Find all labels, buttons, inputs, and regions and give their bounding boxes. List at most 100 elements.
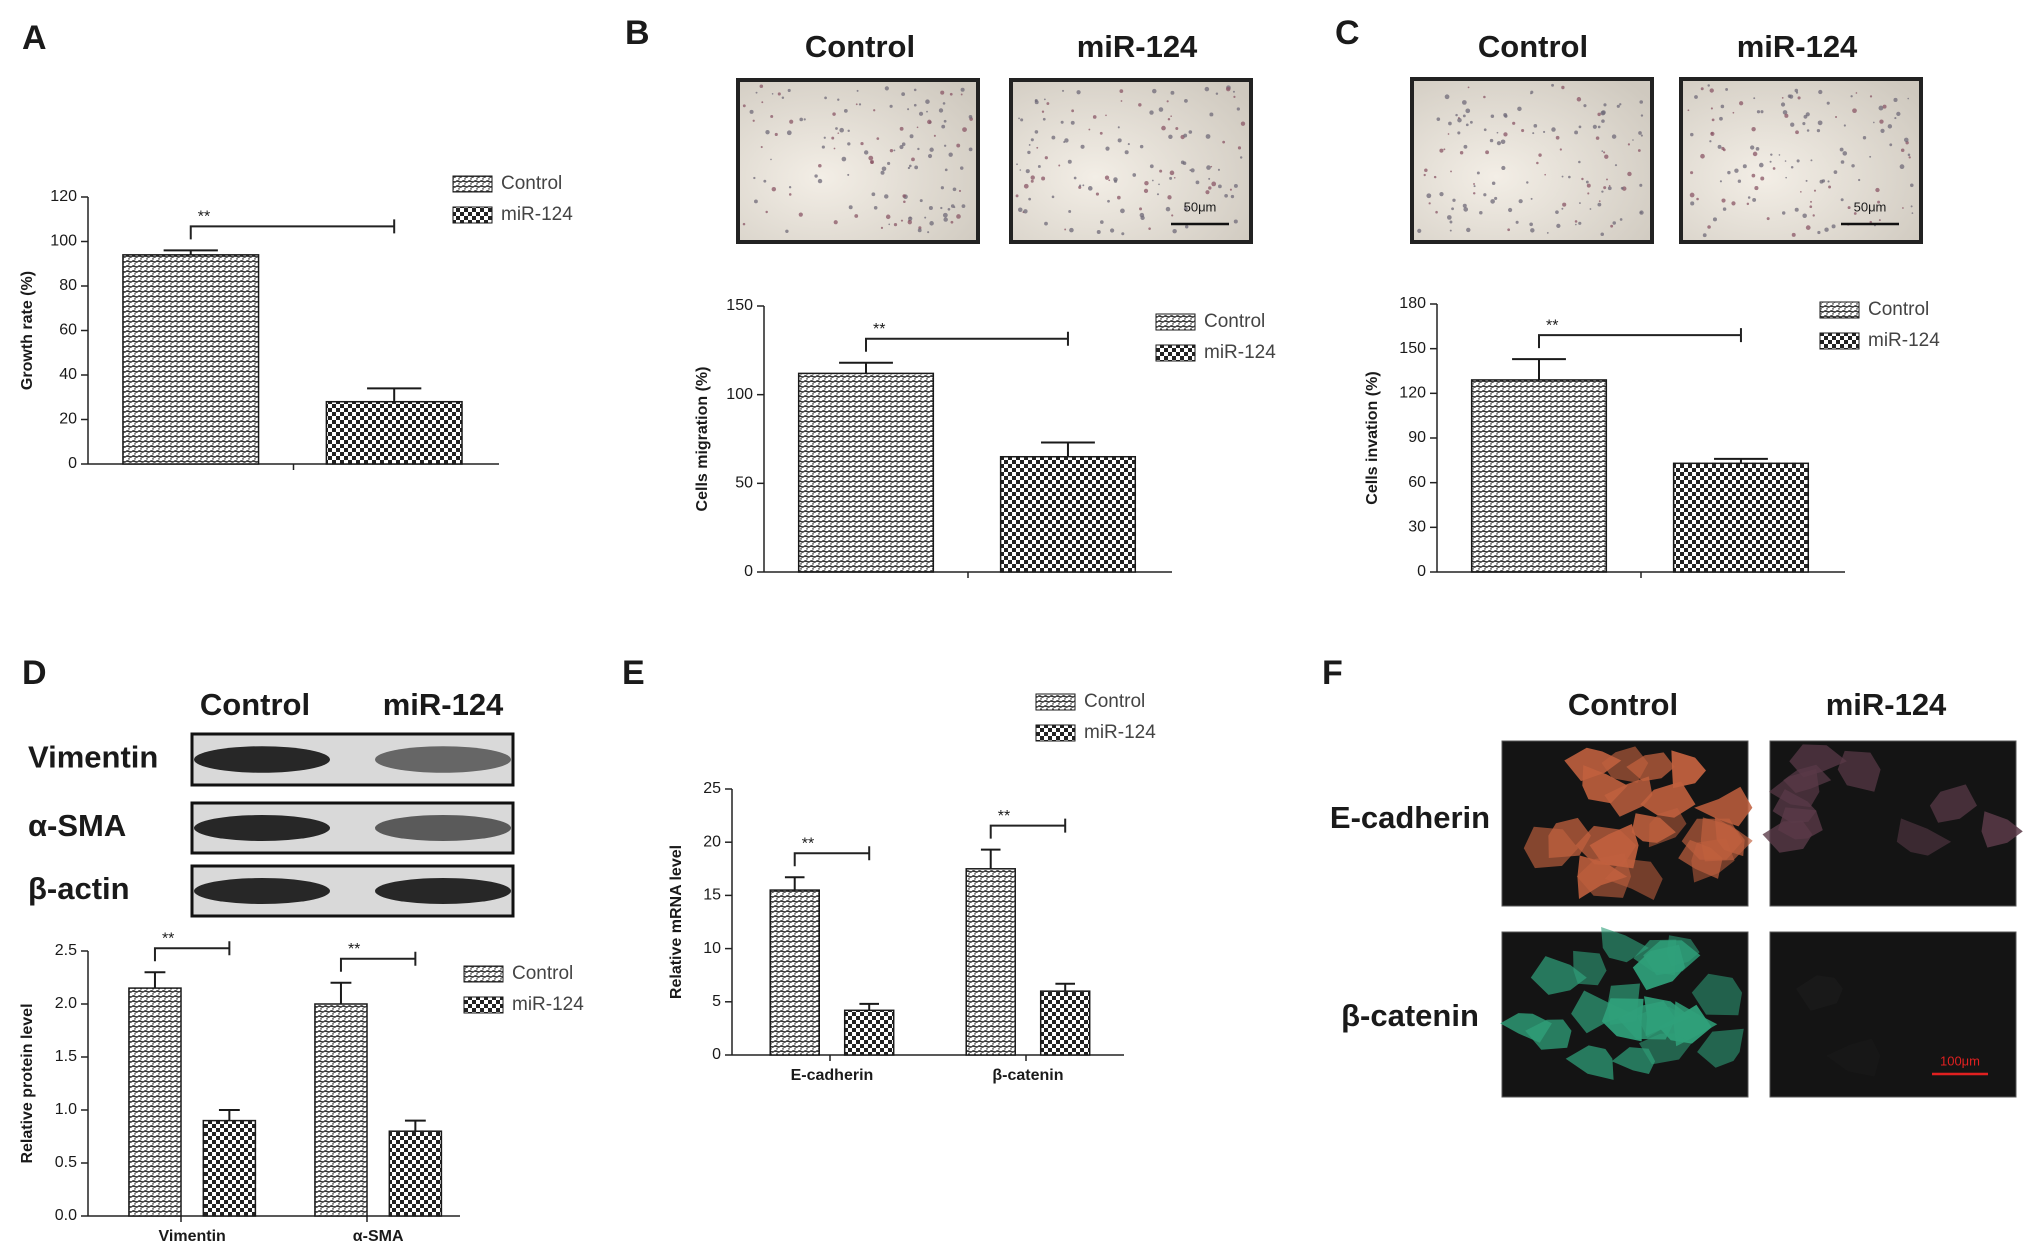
cell-dot (1809, 205, 1813, 209)
cell-dot (1544, 173, 1546, 176)
cell-dot (1417, 228, 1422, 233)
y-axis-label: Growth rate (%) (19, 271, 36, 390)
cell-dot (1734, 168, 1739, 173)
bar (999, 455, 1137, 573)
bar (122, 254, 260, 465)
cell-dot (924, 216, 927, 219)
cell-dot (1036, 146, 1039, 149)
cell-dot (1165, 206, 1171, 212)
cell-dot (938, 108, 944, 113)
legend-swatch (463, 996, 504, 1014)
bar (314, 1003, 368, 1217)
legend-swatch (1155, 344, 1196, 362)
y-tick-label: 0 (68, 455, 77, 472)
cell-dot (913, 88, 917, 92)
cell-dot (835, 127, 838, 130)
cell-dot (1640, 134, 1643, 137)
cell-dot (1500, 139, 1506, 145)
legend-label: Control (1084, 691, 1145, 712)
cell-dot (832, 112, 836, 116)
y-tick-label: 100 (50, 233, 77, 250)
blot-header: miR-124 (383, 687, 504, 722)
cell-dot (1752, 151, 1758, 157)
legend-label: miR-124 (1204, 342, 1276, 363)
cell-dot (824, 96, 827, 100)
legend-swatch (1819, 332, 1860, 350)
cell-dot (1064, 138, 1069, 143)
cell-dot (1752, 197, 1757, 202)
cell-dot (777, 92, 781, 96)
cell-dot (1233, 219, 1238, 224)
cell-dot (888, 223, 891, 226)
cell-dot (1739, 101, 1744, 106)
cell (1604, 858, 1663, 900)
cell-dot (1755, 147, 1760, 151)
panel-letter: C (1335, 14, 1360, 52)
cell-dot (1120, 208, 1125, 214)
cell (1565, 1045, 1614, 1080)
cell-dot (1139, 207, 1143, 211)
image-header: miR-124 (1077, 29, 1198, 64)
error-bar (839, 361, 893, 374)
cell-dot (1606, 178, 1608, 181)
cell-dot (1710, 107, 1713, 110)
cell-dot (1184, 98, 1188, 103)
cell-dot (854, 214, 859, 218)
cell-dot (1170, 115, 1172, 117)
cell-dot (1770, 153, 1773, 156)
cell (1673, 1001, 1718, 1047)
cell-dot (1831, 224, 1836, 229)
cell-dot (1225, 86, 1231, 92)
cell-dot (950, 204, 955, 208)
bar (202, 1119, 257, 1217)
cell-dot (1802, 213, 1807, 219)
error-bar (784, 876, 805, 891)
cell-dot (1184, 225, 1189, 229)
cell-dot (785, 229, 789, 234)
cell-dot (1071, 109, 1075, 113)
cell-dot (803, 118, 806, 121)
cell-dot (1910, 183, 1914, 188)
cell-dot (1812, 214, 1815, 217)
cell-dot (1530, 228, 1535, 233)
cell-dot (1532, 132, 1535, 135)
cell-dot (1156, 193, 1160, 196)
error-bar (218, 1109, 240, 1121)
blot-row-label: α-SMA (28, 808, 126, 843)
cell-dot (933, 134, 936, 137)
cell-dot (761, 101, 764, 104)
cell-dot (1902, 207, 1904, 209)
cell-dot (1173, 176, 1176, 179)
cell-dot (1538, 153, 1542, 157)
cell-dot (907, 108, 910, 111)
cell-dot (919, 199, 923, 203)
cell-dot (1058, 164, 1061, 167)
bar (1470, 379, 1608, 573)
cell-dot (889, 149, 894, 153)
cell-dot (1611, 134, 1617, 139)
cell-dot (789, 119, 794, 124)
cell-dot (1910, 205, 1913, 208)
cell-dot (1908, 156, 1911, 159)
row-label: β-catenin (1341, 998, 1479, 1033)
cell-dot (1439, 148, 1444, 153)
cell-dot (1839, 147, 1844, 152)
cell-dot (1023, 183, 1029, 189)
cell-dot (818, 163, 822, 168)
cell-dot (1742, 164, 1747, 169)
cell-dot (1555, 210, 1559, 214)
cell-dot (799, 117, 804, 122)
legend-swatch (452, 206, 493, 224)
cell-dot (1600, 232, 1605, 236)
y-tick-label: 0.5 (55, 1154, 77, 1171)
cell-dot (1463, 144, 1468, 149)
cell-dot (1782, 110, 1788, 115)
cell-dot (1061, 89, 1065, 92)
y-tick-label: 60 (59, 322, 77, 339)
cell-dot (1795, 91, 1799, 94)
cell-dot (1810, 200, 1812, 203)
cell-dot (753, 176, 756, 180)
panel-letter: E (622, 654, 645, 692)
cell-dot (1443, 148, 1446, 151)
cell-dot (1620, 186, 1624, 190)
